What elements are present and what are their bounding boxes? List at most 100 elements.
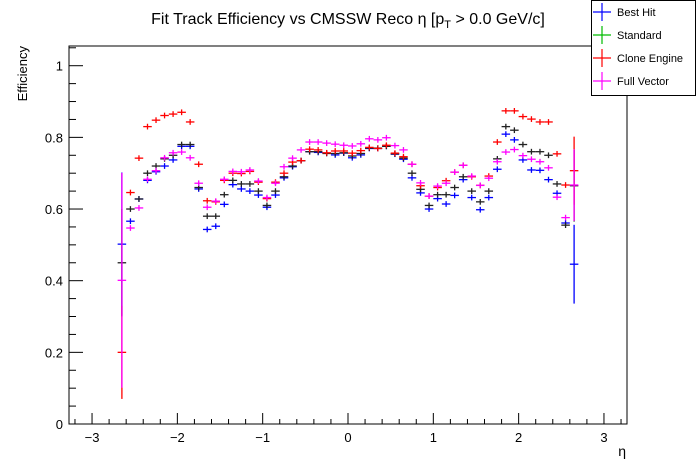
data-point (245, 181, 255, 187)
data-point (211, 223, 221, 230)
axes: 0 0.2 0.4 0.6 0.8 1 −3 −2 −1 0 1 2 3 (45, 47, 622, 445)
data-point (544, 164, 553, 171)
data-point (356, 147, 366, 154)
data-point (552, 194, 562, 201)
data-point (220, 191, 229, 198)
data-point (510, 137, 519, 143)
data-point (441, 191, 451, 198)
data-point (356, 140, 366, 147)
data-point (441, 180, 451, 187)
plot-frame (68, 45, 628, 425)
data-marks (117, 107, 579, 399)
data-point (202, 197, 212, 204)
data-point (501, 131, 511, 138)
data-point (126, 206, 135, 212)
legend-label: Clone Engine (617, 53, 683, 65)
data-point (177, 141, 186, 148)
data-point (296, 157, 306, 164)
data-point (484, 194, 494, 201)
data-point (475, 198, 485, 205)
data-point (510, 107, 519, 114)
y-tick-label: 0 (56, 417, 63, 432)
data-point (160, 163, 169, 169)
x-tick-label: −3 (85, 430, 100, 445)
data-point (202, 226, 212, 233)
data-point (254, 178, 263, 184)
data-point (450, 192, 459, 199)
data-point (569, 224, 579, 304)
data-point (220, 176, 229, 183)
data-point (134, 205, 144, 211)
data-point (185, 141, 195, 148)
data-point (458, 173, 468, 180)
data-point (535, 119, 545, 125)
data-point (527, 148, 536, 155)
data-point (296, 147, 306, 153)
data-point (552, 181, 562, 187)
data-point (535, 167, 545, 174)
data-point (441, 201, 451, 207)
data-point (535, 158, 545, 165)
data-point (373, 137, 383, 143)
data-point (228, 177, 238, 184)
data-point (126, 189, 135, 196)
data-point (544, 119, 553, 125)
data-point (151, 167, 161, 174)
data-point (194, 161, 203, 168)
data-point (501, 149, 511, 155)
data-point (527, 156, 536, 163)
data-point (569, 149, 579, 221)
data-point (339, 148, 348, 154)
x-tick-label: 2 (515, 430, 522, 445)
series-best-hit (117, 131, 579, 316)
data-point (416, 180, 425, 186)
data-point (143, 170, 152, 177)
data-point (424, 193, 434, 199)
legend-item: Full Vector (593, 72, 669, 90)
data-point (245, 167, 255, 173)
data-point (330, 141, 340, 148)
data-point (330, 148, 340, 154)
legend-item: Standard (593, 26, 662, 44)
data-point (382, 142, 391, 149)
data-point (134, 196, 144, 202)
data-point (467, 194, 476, 201)
data-point (262, 202, 272, 209)
data-point (561, 182, 570, 188)
series-full-vector (117, 134, 579, 388)
y-tick-label: 0.8 (45, 130, 63, 145)
y-tick-label: 0.2 (45, 345, 63, 360)
data-point (143, 176, 152, 183)
data-point (475, 206, 485, 213)
data-point (126, 225, 135, 231)
data-point (237, 168, 246, 175)
chart-title: Fit Track Efficiency vs CMSSW Reco η [pT… (151, 11, 545, 31)
data-point (271, 188, 280, 194)
legend-label: Full Vector (617, 76, 669, 88)
data-point (382, 134, 391, 141)
title-subscript: T (444, 19, 451, 31)
x-tick-label: 1 (430, 430, 437, 445)
data-point (433, 191, 442, 198)
data-point (527, 167, 536, 173)
data-point (211, 213, 221, 220)
data-point (168, 149, 178, 156)
y-tick-label: 1 (56, 59, 63, 74)
data-point (458, 162, 468, 169)
data-point (407, 170, 417, 177)
data-point (126, 218, 135, 225)
data-point (185, 154, 195, 161)
data-point (399, 153, 408, 160)
data-point (220, 201, 229, 208)
data-point (134, 155, 144, 162)
data-point (552, 150, 562, 157)
data-point (279, 163, 289, 170)
data-point (143, 123, 152, 130)
data-point (245, 188, 255, 194)
data-point (475, 182, 485, 189)
data-point (501, 123, 511, 130)
data-point (493, 166, 502, 173)
data-point (501, 107, 511, 114)
data-point (510, 146, 519, 153)
